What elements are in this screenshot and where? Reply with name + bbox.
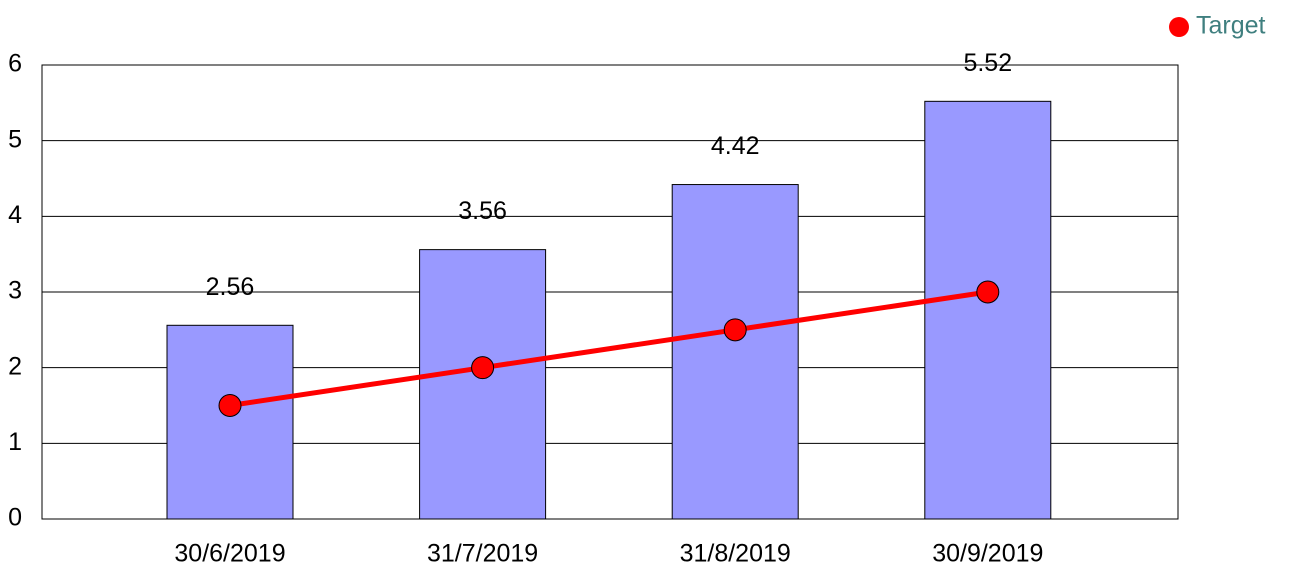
data-label: 4.42 bbox=[711, 132, 760, 160]
bar bbox=[924, 100, 1052, 520]
marker bbox=[976, 280, 1000, 304]
x-tick-label: 31/8/2019 bbox=[680, 540, 791, 568]
x-tick-label: 30/9/2019 bbox=[932, 540, 1043, 568]
y-tick-label: 1 bbox=[8, 428, 22, 456]
y-tick-label: 0 bbox=[8, 504, 22, 532]
bar bbox=[419, 249, 547, 520]
y-tick-label: 4 bbox=[8, 201, 22, 229]
data-label: 3.56 bbox=[458, 197, 507, 225]
bar bbox=[166, 324, 294, 520]
data-label: 2.56 bbox=[206, 273, 255, 301]
legend-label: Target bbox=[1196, 12, 1266, 40]
data-label: 5.52 bbox=[963, 49, 1012, 77]
legend-marker bbox=[1169, 17, 1189, 37]
y-tick-label: 6 bbox=[8, 50, 22, 78]
y-tick-label: 5 bbox=[8, 125, 22, 153]
marker bbox=[218, 394, 242, 417]
x-tick-label: 31/7/2019 bbox=[427, 540, 538, 568]
y-tick-label: 2 bbox=[8, 352, 22, 380]
line bbox=[229, 289, 989, 408]
x-tick-label: 30/6/2019 bbox=[174, 540, 285, 568]
marker bbox=[723, 318, 747, 342]
y-tick-label: 3 bbox=[8, 277, 22, 305]
bar bbox=[671, 184, 799, 520]
marker bbox=[471, 356, 495, 380]
